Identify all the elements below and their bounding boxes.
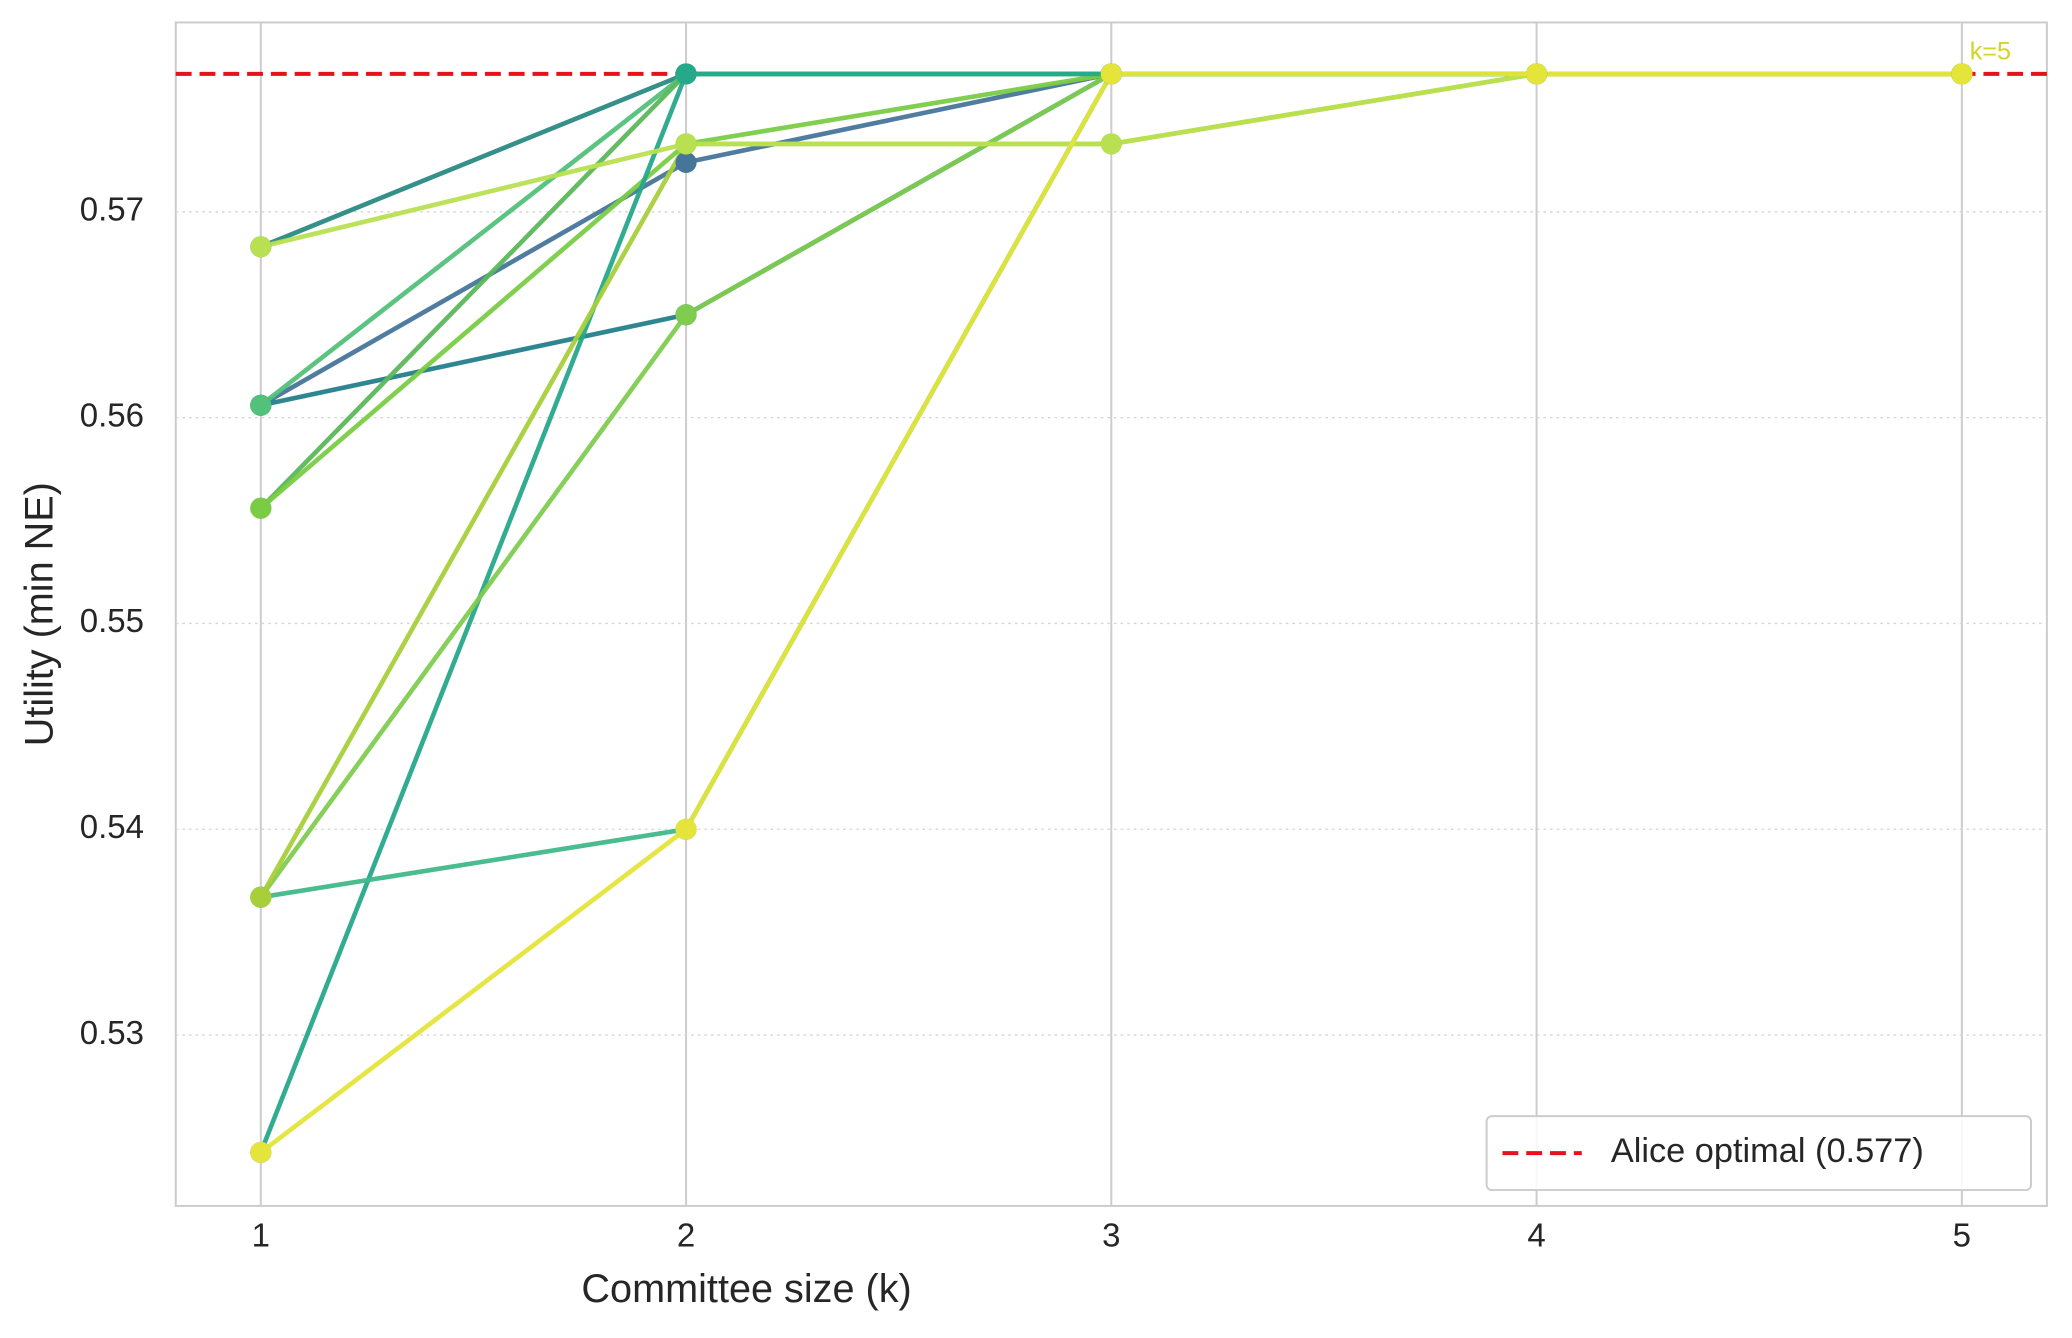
point <box>675 63 697 85</box>
point <box>1951 63 1973 85</box>
point <box>250 394 272 416</box>
x-tick-label: 3 <box>1102 1216 1120 1253</box>
x-tick-label: 4 <box>1527 1216 1545 1253</box>
point <box>675 151 697 173</box>
x-tick-label: 1 <box>252 1216 270 1253</box>
point <box>675 133 697 155</box>
y-tick-label: 0.57 <box>80 191 144 228</box>
y-tick-label: 0.55 <box>80 602 144 639</box>
point <box>250 886 272 908</box>
point <box>250 497 272 519</box>
y-tick-label: 0.54 <box>80 808 144 845</box>
legend-box <box>1485 1115 2033 1192</box>
point <box>675 818 697 840</box>
point <box>1100 133 1122 155</box>
y-axis-label: Utility (min NE) <box>18 482 62 746</box>
x-axis-label: Committee size (k) <box>581 1267 911 1311</box>
x-tick-label: 2 <box>677 1216 695 1253</box>
point <box>1100 63 1122 85</box>
legend-label: Alice optimal (0.577) <box>1611 1132 1924 1170</box>
point <box>250 236 272 258</box>
annotation: k=5 <box>1970 37 2011 65</box>
point <box>1526 63 1548 85</box>
point <box>250 1141 272 1163</box>
x-tick-label: 5 <box>1953 1216 1971 1253</box>
y-tick-label: 0.53 <box>80 1014 144 1051</box>
point <box>675 304 697 326</box>
y-tick-label: 0.56 <box>80 396 144 433</box>
